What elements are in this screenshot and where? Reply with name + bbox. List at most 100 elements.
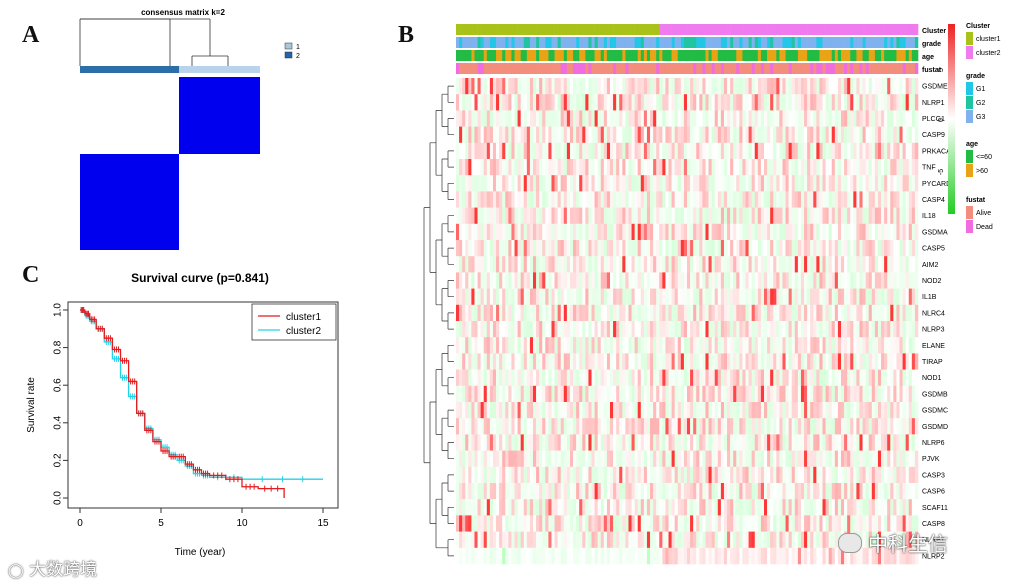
heatmap-cell bbox=[492, 159, 497, 176]
heatmap-cell bbox=[505, 483, 509, 500]
heatmap-cell bbox=[465, 450, 469, 468]
heatmap-cell bbox=[465, 207, 469, 225]
heatmap-cell bbox=[828, 466, 833, 484]
heatmap-cell bbox=[837, 321, 842, 338]
heatmap-cell bbox=[616, 78, 620, 95]
heatmap-cell bbox=[696, 288, 700, 306]
heatmap-cell bbox=[696, 353, 700, 370]
heatmap-cell bbox=[736, 272, 740, 289]
annotation-cell bbox=[474, 63, 478, 74]
heatmap-cell bbox=[807, 78, 811, 95]
heatmap-cell bbox=[591, 207, 595, 225]
heatmap-cell bbox=[560, 256, 565, 273]
heatmap-cell bbox=[523, 304, 528, 322]
heatmap-cell bbox=[850, 223, 854, 241]
heatmap-cell bbox=[748, 434, 752, 451]
heatmap-cell bbox=[474, 369, 478, 387]
heatmap-cell bbox=[868, 483, 873, 500]
heatmap-cell bbox=[668, 402, 672, 419]
heatmap-cell bbox=[791, 515, 796, 532]
heatmap-cell bbox=[579, 402, 583, 419]
heatmap-cell bbox=[770, 78, 774, 95]
heatmap-cell bbox=[662, 272, 666, 289]
heatmap-cell bbox=[591, 466, 595, 484]
heatmap-cell bbox=[542, 450, 546, 468]
heatmap-cell bbox=[613, 288, 617, 306]
heatmap-cell bbox=[523, 272, 528, 289]
annotation-cell bbox=[773, 63, 777, 74]
heatmap-cell bbox=[748, 191, 752, 208]
heatmap-cell bbox=[908, 353, 913, 370]
heatmap-cell bbox=[671, 321, 675, 338]
heatmap-cell bbox=[520, 369, 525, 387]
heatmap-cell bbox=[622, 126, 626, 144]
x-tick-label: 5 bbox=[158, 518, 164, 529]
heatmap-cell bbox=[646, 288, 651, 306]
heatmap-cell bbox=[603, 385, 608, 403]
heatmap-cell bbox=[711, 418, 716, 435]
heatmap-cell bbox=[841, 369, 845, 387]
heatmap-cell bbox=[603, 304, 608, 322]
annotation-cell bbox=[884, 24, 888, 35]
heatmap-cell bbox=[708, 256, 712, 273]
heatmap-cell bbox=[459, 385, 463, 403]
annotation-cell bbox=[508, 24, 512, 35]
annotation-cell bbox=[539, 24, 543, 35]
heatmap-cell bbox=[859, 385, 863, 403]
heatmap-cell bbox=[874, 369, 879, 387]
annotation-cell bbox=[548, 24, 552, 35]
heatmap-cell bbox=[656, 256, 660, 273]
annotation-cell bbox=[511, 63, 515, 74]
heatmap-cell bbox=[813, 207, 817, 225]
annotation-cell bbox=[902, 50, 906, 61]
heatmap-cell bbox=[529, 353, 534, 370]
annotation-cell bbox=[727, 24, 731, 35]
heatmap-cell bbox=[542, 418, 546, 435]
heatmap-cell bbox=[699, 369, 703, 387]
heatmap-cell bbox=[505, 499, 509, 516]
heatmap-cell bbox=[797, 402, 802, 419]
annotation-cell bbox=[831, 24, 836, 35]
annotation-cell bbox=[662, 50, 666, 61]
heatmap-cell bbox=[563, 272, 568, 289]
heatmap-cell bbox=[841, 159, 845, 176]
heatmap-cell bbox=[687, 369, 691, 387]
heatmap-cell bbox=[696, 450, 700, 468]
heatmap-cell bbox=[893, 110, 897, 127]
annotation-cell bbox=[696, 37, 700, 48]
heatmap-cell bbox=[643, 110, 648, 127]
heatmap-cell bbox=[841, 466, 845, 484]
heatmap-cell bbox=[785, 272, 789, 289]
annotation-cell bbox=[911, 24, 916, 35]
heatmap-cell bbox=[683, 159, 688, 176]
heatmap-cell bbox=[551, 418, 555, 435]
heatmap-cell bbox=[708, 515, 712, 532]
heatmap-cell bbox=[733, 240, 737, 257]
heatmap-cell bbox=[887, 272, 891, 289]
heatmap-cell bbox=[631, 142, 635, 160]
heatmap-cell bbox=[637, 272, 642, 289]
heatmap-cell bbox=[483, 434, 488, 451]
heatmap-cell bbox=[523, 110, 528, 127]
heatmap-cell bbox=[656, 369, 660, 387]
heatmap-cell bbox=[853, 337, 857, 354]
heatmap-cell bbox=[656, 142, 660, 160]
heatmap-cell bbox=[474, 175, 478, 192]
heatmap-cell bbox=[576, 159, 580, 176]
dendrogram-branch bbox=[447, 409, 454, 427]
heatmap-cell bbox=[554, 499, 558, 516]
heatmap-cell bbox=[687, 78, 691, 95]
annotation-cell bbox=[610, 24, 614, 35]
heatmap-cell bbox=[539, 466, 543, 484]
heatmap-cell bbox=[653, 126, 657, 144]
heatmap-cell bbox=[745, 385, 749, 403]
heatmap-cell bbox=[489, 288, 494, 306]
heatmap-cell bbox=[671, 94, 675, 111]
heatmap-cell bbox=[677, 207, 682, 225]
heatmap-cell bbox=[505, 402, 509, 419]
heatmap-cell bbox=[822, 94, 826, 111]
heatmap-cell bbox=[683, 240, 688, 257]
heatmap-cell bbox=[810, 450, 814, 468]
heatmap-cell bbox=[714, 126, 719, 144]
heatmap-cell bbox=[822, 434, 826, 451]
